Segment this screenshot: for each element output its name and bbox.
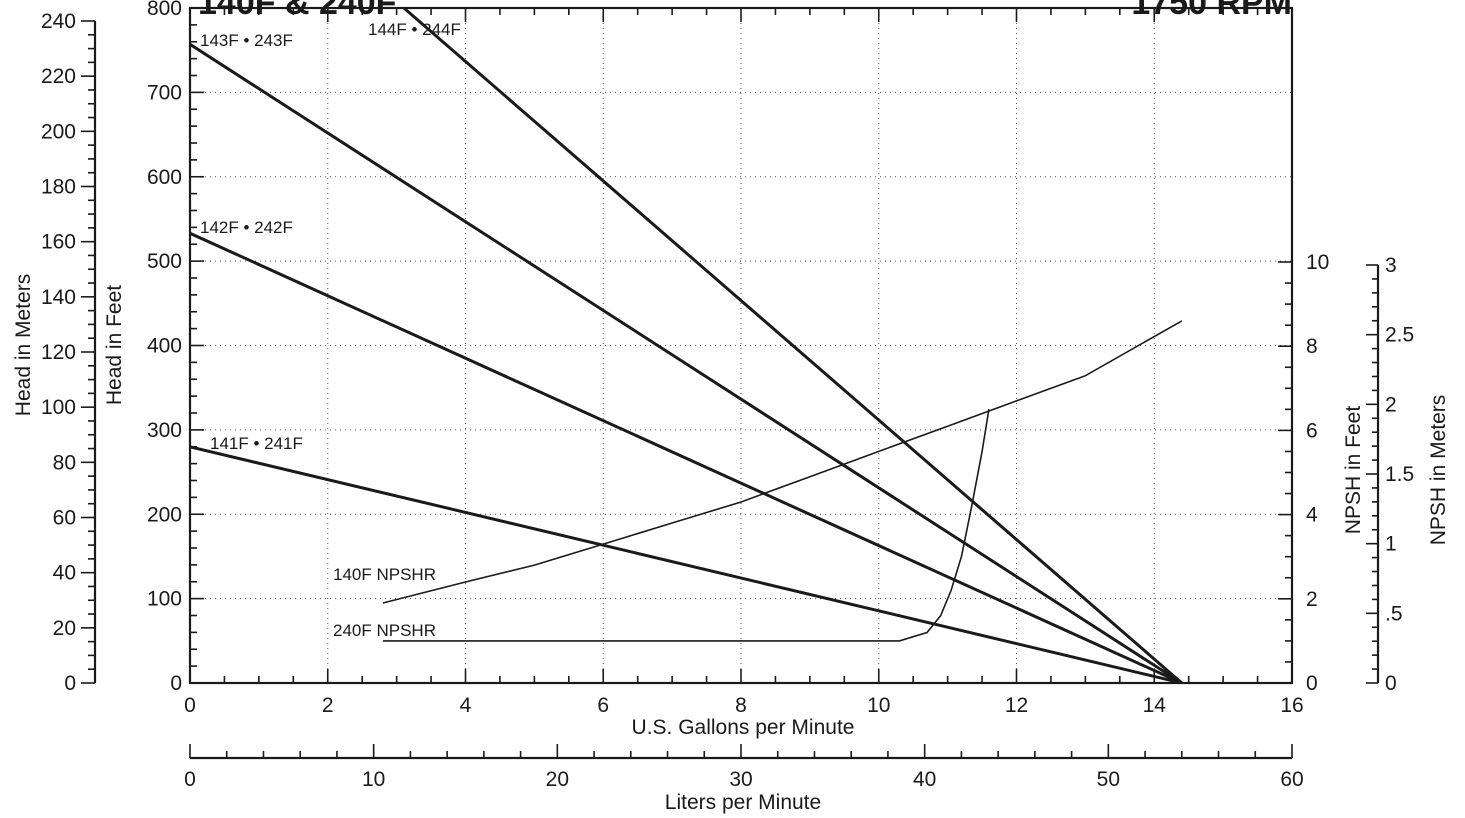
meters-tick-label: 160 xyxy=(41,231,76,254)
series-line-2 xyxy=(190,43,1183,683)
meters-tick-label: 100 xyxy=(41,396,76,419)
meters-tick-label: 140 xyxy=(41,286,76,309)
y-tick-label: 700 xyxy=(147,81,182,104)
series-line-3 xyxy=(401,8,1183,683)
npsh-ft-tick-label: 4 xyxy=(1306,504,1318,527)
meters-tick-label: 80 xyxy=(53,451,76,474)
x-tick-label: 2 xyxy=(322,694,334,717)
lpm-tick-label: 20 xyxy=(546,768,569,791)
npsh-m-tick-label: 3 xyxy=(1385,254,1397,277)
meters-tick-label: 20 xyxy=(53,617,76,640)
lpm-tick-label: 30 xyxy=(729,768,752,791)
x-axis-title-lpm: Liters per Minute xyxy=(665,791,821,814)
y-tick-label: 400 xyxy=(147,335,182,358)
series-label-1: 142F • 242F xyxy=(200,218,293,237)
npsh-m-tick-label: 1 xyxy=(1385,533,1397,556)
x-tick-label: 8 xyxy=(735,694,747,717)
x-tick-label: 4 xyxy=(460,694,472,717)
lpm-tick-label: 60 xyxy=(1280,768,1303,791)
npsh-m-tick-label: 0 xyxy=(1385,672,1397,695)
series-line-4 xyxy=(382,320,1183,604)
axes xyxy=(81,6,1380,760)
meters-tick-label: 240 xyxy=(41,10,76,33)
meters-tick-label: 60 xyxy=(53,507,76,530)
y-tick-label: 100 xyxy=(147,588,182,611)
series-label-2: 143F • 243F xyxy=(200,31,293,50)
x-tick-label: 12 xyxy=(1005,694,1028,717)
meters-tick-label: 0 xyxy=(64,672,76,695)
head-curves xyxy=(190,8,1183,683)
meters-tick-label: 220 xyxy=(41,65,76,88)
y-tick-label: 800 xyxy=(147,0,182,20)
meters-tick-label: 200 xyxy=(41,120,76,143)
npsh-m-tick-label: 1.5 xyxy=(1385,463,1414,486)
y-tick-label: 600 xyxy=(147,166,182,189)
tick-labels: 0 2 4 6 8 10 12 14 16010020030040050060070080002… xyxy=(41,0,1414,791)
x-tick-label: 16 xyxy=(1280,694,1303,717)
y-tick-label: 0 xyxy=(170,672,182,695)
meters-tick-label: 40 xyxy=(53,562,76,585)
npshr-curves xyxy=(382,320,1183,642)
npsh-m-tick-label: 2 xyxy=(1385,393,1397,416)
x-axis-title-gpm: U.S. Gallons per Minute xyxy=(632,716,855,739)
series-labels: 141F • 241F 142F • 242F 143F • 243F 144F • … xyxy=(200,20,461,640)
npsh-ft-tick-label: 6 xyxy=(1306,419,1318,442)
series-label-3: 144F • 244F xyxy=(368,20,461,39)
npsh-ft-tick-label: 8 xyxy=(1306,335,1318,358)
y-axis-title-npsh-meters: NPSH in Meters xyxy=(1427,395,1450,546)
series-line-5 xyxy=(382,409,990,642)
chart-title-left: 140F & 240F xyxy=(198,0,396,22)
y-axis-title-meters: Head in Meters xyxy=(12,274,35,416)
series-line-0 xyxy=(190,445,1183,683)
series-label-4: 140F NPSHR xyxy=(333,565,436,584)
x-tick-label: 10 xyxy=(867,694,890,717)
meters-tick-label: 180 xyxy=(41,176,76,199)
npsh-ft-tick-label: 2 xyxy=(1306,588,1318,611)
x-tick-label: 14 xyxy=(1143,694,1167,717)
y-tick-label: 200 xyxy=(147,503,182,526)
npsh-ft-tick-label: 10 xyxy=(1306,251,1329,274)
x-tick-label: 6 xyxy=(597,694,609,717)
grid-lines xyxy=(190,8,1292,683)
lpm-tick-label: 50 xyxy=(1097,768,1120,791)
npsh-m-tick-label: .5 xyxy=(1385,602,1403,625)
x-tick-label: 0 xyxy=(184,694,196,717)
y-axis-title-npsh-feet: NPSH in Feet xyxy=(1342,406,1365,535)
y-axis-title-feet: Head in Feet xyxy=(103,285,126,405)
y-tick-label: 300 xyxy=(147,419,182,442)
series-label-0: 141F • 241F xyxy=(210,434,303,453)
series-line-1 xyxy=(190,231,1183,683)
lpm-tick-label: 0 xyxy=(184,768,196,791)
lpm-tick-label: 40 xyxy=(913,768,936,791)
npsh-m-tick-label: 2.5 xyxy=(1385,324,1414,347)
y-tick-label: 500 xyxy=(147,250,182,273)
series-label-5: 240F NPSHR xyxy=(333,621,436,640)
meters-tick-label: 120 xyxy=(41,341,76,364)
npsh-ft-tick-label: 0 xyxy=(1306,672,1318,695)
chart-title-right: 1750 RPM xyxy=(1131,0,1292,22)
lpm-tick-label: 10 xyxy=(362,768,385,791)
